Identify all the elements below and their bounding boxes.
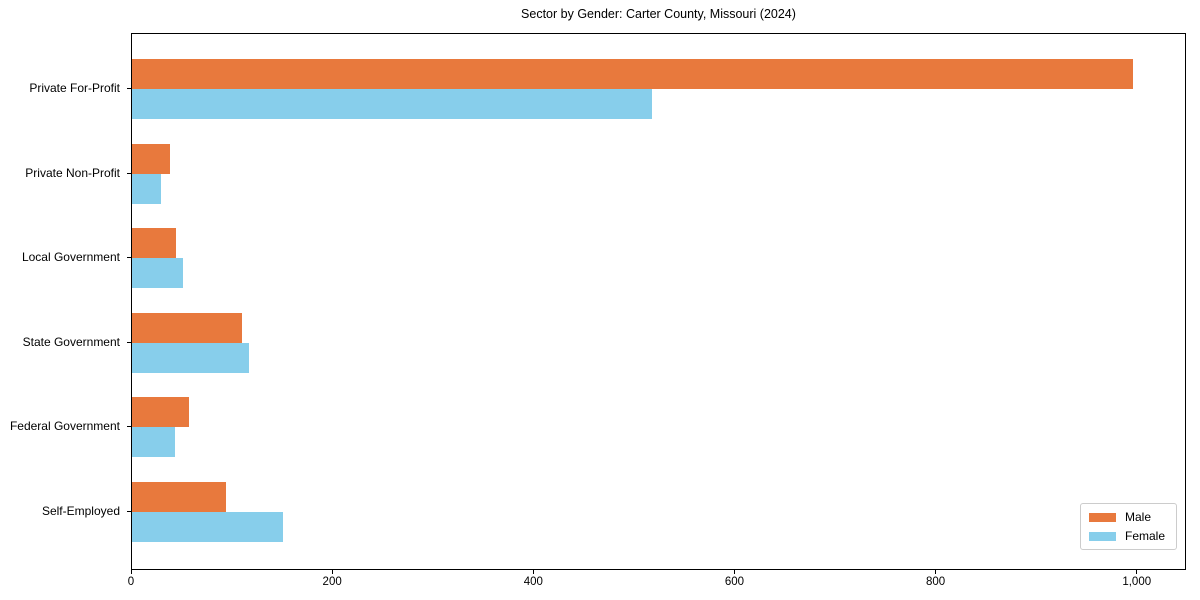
bar-male-state-government bbox=[132, 312, 243, 343]
x-tick-mark bbox=[130, 570, 132, 574]
bar-male-local-government bbox=[132, 228, 177, 258]
legend-swatch-male bbox=[1088, 512, 1116, 522]
legend-label-female: Female bbox=[1124, 529, 1165, 543]
x-tick-label-800: 800 bbox=[925, 576, 946, 588]
y-axis-label-local-government: Local Government bbox=[21, 250, 120, 264]
bar-female-state-government bbox=[132, 342, 250, 373]
bar-male-private-non-profit bbox=[132, 143, 171, 174]
x-tick-label-400: 400 bbox=[523, 576, 543, 588]
x-tick-mark bbox=[532, 570, 534, 574]
legend-item-female: Female bbox=[1088, 529, 1165, 543]
legend-item-male: Male bbox=[1088, 510, 1165, 524]
bar-female-private-non-profit bbox=[132, 173, 162, 204]
bar-male-self-employed bbox=[132, 481, 227, 512]
y-axis-label-private-for-profit: Private For-Profit bbox=[29, 81, 120, 95]
x-tick-mark bbox=[733, 570, 735, 574]
y-axis-label-state-government: State Government bbox=[22, 334, 120, 349]
bar-female-self-employed bbox=[132, 511, 283, 542]
bar-male-federal-government bbox=[132, 397, 190, 427]
y-tick-mark bbox=[127, 257, 131, 258]
legend-swatch-female bbox=[1088, 531, 1116, 541]
bar-male-private-for-profit bbox=[132, 59, 1133, 89]
chart-title: Sector by Gender: Carter County, Missour… bbox=[521, 7, 796, 21]
y-tick-mark bbox=[127, 510, 131, 512]
bar-female-federal-government bbox=[132, 427, 176, 457]
x-tick-label-200: 200 bbox=[322, 576, 342, 588]
y-axis-label-private-non-profit: Private Non-Profit bbox=[25, 165, 120, 180]
plot-area: Male Female bbox=[131, 33, 1186, 570]
x-tick-label-1-000: 1,000 bbox=[1122, 576, 1152, 588]
y-axis-label-self-employed: Self-Employed bbox=[41, 503, 120, 518]
y-tick-mark bbox=[127, 341, 131, 343]
y-axis-label-federal-government: Federal Government bbox=[9, 419, 120, 433]
y-tick-mark bbox=[127, 426, 131, 427]
legend-label-male: Male bbox=[1124, 510, 1151, 524]
x-tick-mark bbox=[1136, 570, 1138, 574]
x-tick-mark bbox=[935, 570, 937, 574]
bar-female-private-for-profit bbox=[132, 89, 652, 119]
legend: Male Female bbox=[1079, 503, 1177, 550]
y-tick-mark bbox=[127, 88, 131, 89]
x-axis: 0 200 400 600 800 1,000 bbox=[127, 570, 1186, 596]
x-tick-label-0: 0 bbox=[127, 576, 135, 588]
bar-female-local-government bbox=[132, 258, 184, 288]
x-tick-mark bbox=[331, 570, 333, 574]
y-tick-mark bbox=[127, 172, 131, 174]
x-tick-label-600: 600 bbox=[724, 576, 745, 588]
